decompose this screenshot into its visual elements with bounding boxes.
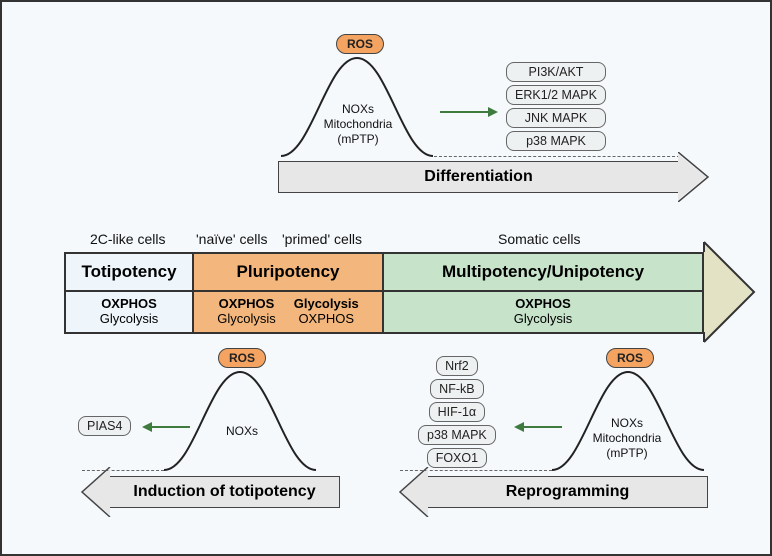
arrow-body-totipotency: Induction of totipotency — [110, 476, 340, 508]
pathway-item: HIF-1α — [429, 402, 485, 422]
title-text: Multipotency/Unipotency — [442, 262, 644, 282]
bell-line: NOXs — [317, 102, 399, 117]
title-text: Pluripotency — [237, 262, 340, 282]
diff-dashed-baseline — [434, 156, 680, 157]
pathway-item: p38 MAPK — [506, 131, 606, 151]
pathway-item: FOXO1 — [427, 448, 487, 468]
green-arrow-totipotency — [140, 420, 190, 434]
green-arrow-reprogramming — [512, 420, 562, 434]
meta-primary: OXPHOS — [219, 297, 275, 312]
bell-line: Mitochondria — [586, 431, 668, 446]
arrow-label-reprogramming: Reprogramming — [428, 483, 707, 501]
cell-totipotency-meta: OXPHOS Glycolysis — [66, 292, 194, 332]
pathway-item: Nrf2 — [436, 356, 478, 376]
bell-curve-totipotency — [160, 364, 320, 474]
arrow-label-totipotency: Induction of totipotency — [110, 483, 339, 501]
bell-line: (mPTP) — [586, 446, 668, 461]
bell-line: NOXs — [212, 424, 272, 439]
center-row-titles: Totipotency Pluripotency Multipotency/Un… — [66, 254, 702, 290]
meta-secondary: Glycolysis — [217, 312, 276, 327]
center-row-metabolism: OXPHOS Glycolysis OXPHOS Glycolysis Glyc… — [66, 290, 702, 332]
center-table: Totipotency Pluripotency Multipotency/Un… — [64, 252, 704, 334]
arrow-body-differentiation: Differentiation — [278, 161, 678, 193]
cell-multipotency-title: Multipotency/Unipotency — [384, 254, 702, 290]
arrowhead-reprogramming-border — [398, 467, 430, 522]
cell-multipotency-meta: OXPHOS Glycolysis — [384, 292, 702, 332]
green-arrow-differentiation — [440, 105, 500, 119]
pathway-stack-reprogramming: Nrf2 NF-kB HIF-1α p38 MAPK FOXO1 — [418, 356, 496, 468]
header-2c: 2C-like cells — [90, 231, 165, 247]
meta-secondary: OXPHOS — [298, 312, 354, 327]
ros-badge-differentiation: ROS — [336, 34, 384, 54]
bell-line: NOXs — [586, 416, 668, 431]
arrow-body-reprogramming: Reprogramming — [428, 476, 708, 508]
center-arrowhead-border — [702, 240, 758, 349]
cell-pluripotency-title: Pluripotency — [194, 254, 384, 290]
pluri-naive: OXPHOS Glycolysis — [217, 297, 276, 327]
bell-label-totipotency: NOXs — [212, 424, 272, 439]
header-primed: 'primed' cells — [282, 231, 362, 247]
cell-pluripotency-meta: OXPHOS Glycolysis Glycolysis OXPHOS — [194, 292, 384, 332]
arrow-label-differentiation: Differentiation — [279, 168, 678, 186]
pathway-item: NF-kB — [430, 379, 483, 399]
ros-badge-totipotency: ROS — [218, 348, 266, 368]
bell-line: (mPTP) — [317, 132, 399, 147]
ros-badge-reprogramming: ROS — [606, 348, 654, 368]
arrowhead-totipotency-border — [80, 467, 112, 522]
pathway-item: PI3K/AKT — [506, 62, 606, 82]
pathway-item: ERK1/2 MAPK — [506, 85, 606, 105]
pathway-item-pias4: PIAS4 — [78, 416, 131, 436]
cell-totipotency-title: Totipotency — [66, 254, 194, 290]
meta-primary: Glycolysis — [294, 297, 359, 312]
header-somatic: Somatic cells — [498, 231, 580, 247]
bell-label-differentiation: NOXs Mitochondria (mPTP) — [317, 102, 399, 147]
pathway-item: JNK MAPK — [506, 108, 606, 128]
bell-label-reprogramming: NOXs Mitochondria (mPTP) — [586, 416, 668, 461]
meta-primary: OXPHOS — [101, 297, 157, 312]
meta-secondary: Glycolysis — [100, 312, 159, 327]
title-text: Totipotency — [81, 262, 176, 282]
pluri-primed: Glycolysis OXPHOS — [294, 297, 359, 327]
header-naive: 'naïve' cells — [196, 231, 268, 247]
pathway-item: p38 MAPK — [418, 425, 496, 445]
meta-primary: OXPHOS — [515, 297, 571, 312]
meta-secondary: Glycolysis — [514, 312, 573, 327]
pathway-stack-differentiation: PI3K/AKT ERK1/2 MAPK JNK MAPK p38 MAPK — [506, 62, 606, 151]
bell-line: Mitochondria — [317, 117, 399, 132]
